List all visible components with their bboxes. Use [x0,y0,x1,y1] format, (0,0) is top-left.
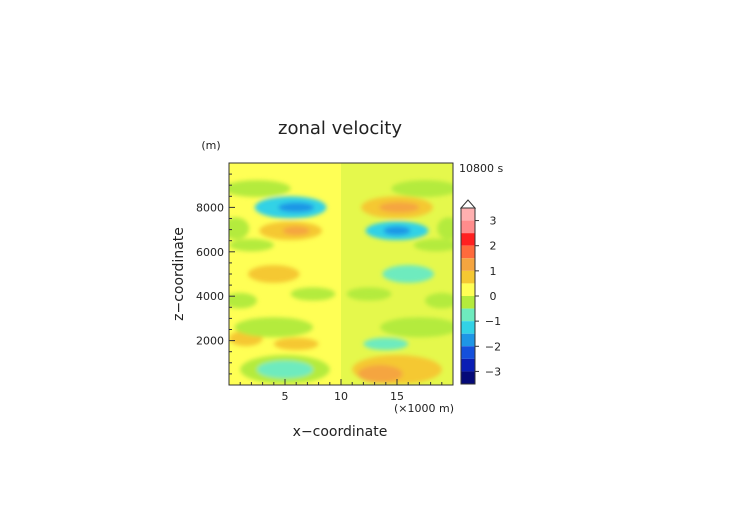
contour-region-21 [273,337,319,351]
colorbar-swatch [461,283,475,296]
colorbar-swatch [461,358,475,372]
contour-region-22 [363,337,409,351]
colorbar-swatch [461,270,475,284]
colorbar-swatch [461,371,475,384]
colorbar-tick-label: 3 [490,215,497,228]
colorbar-tick-label: 0 [490,290,497,303]
contour-region-8 [229,180,291,197]
contour-region-26 [257,360,313,379]
colorbar-swatch [461,220,475,234]
colorbar-tick-label: 1 [490,265,497,278]
plot-area [228,162,454,386]
x-unit-label: (×1000 m) [394,402,454,415]
colorbar-tick-label: −1 [485,315,501,328]
x-tick-label: 5 [282,390,289,403]
colorbar-tick-label: 2 [490,240,497,253]
contour-region-12 [229,238,274,252]
colorbar-swatch [461,258,475,271]
contour-region-1 [278,202,315,213]
y-axis: 2000 4000 6000 8000 [196,173,235,375]
colorbar-swatch [461,308,475,322]
y-tick-label: 2000 [196,335,224,348]
colorbar-swatch [461,346,475,359]
chart-title: zonal velocity [278,118,402,139]
x-tick-label: 15 [390,390,404,403]
y-tick-label: 8000 [196,201,224,214]
contour-region-19 [425,292,453,309]
contour-region-28 [357,365,403,383]
y-unit-label: (m) [201,139,220,152]
contour-region-7 [383,226,411,236]
time-label: 10800 s [459,162,503,175]
contour-region-24 [234,317,313,338]
y-tick-label: 4000 [196,290,224,303]
contour-region-9 [391,180,453,197]
contour-region-23 [380,317,453,338]
colorbar-swatch [461,245,475,259]
contour-region-13 [413,238,453,252]
colorbar-tick-label: −3 [485,365,501,378]
x-tick-label: 10 [334,390,348,403]
colorbar-tick-label: −2 [485,340,501,353]
colorbar-swatch [461,296,475,309]
contour-region-15 [382,265,434,283]
contour-region-17 [346,287,392,301]
x-axis-label: x−coordinate [293,424,388,440]
contour-region-18 [229,292,257,309]
contour-region-3 [379,202,420,213]
colorbar-overflow-triangle [459,199,477,209]
contour-region-5 [282,226,310,236]
colorbar-swatch [461,233,475,246]
colorbar: 3 2 1 0 −1 −2 −3 [459,199,501,385]
colorbar-swatch [461,333,475,347]
y-tick-label: 6000 [196,246,224,259]
contour-region-10 [229,217,250,240]
contour-region-14 [248,265,300,283]
colorbar-swatch [461,321,475,334]
colorbar-swatch [461,208,475,221]
y-axis-label: z−coordinate [171,227,187,321]
x-axis: 5 10 15 [239,379,443,403]
contour-region-16 [290,287,336,301]
contour-region-11 [437,217,453,240]
